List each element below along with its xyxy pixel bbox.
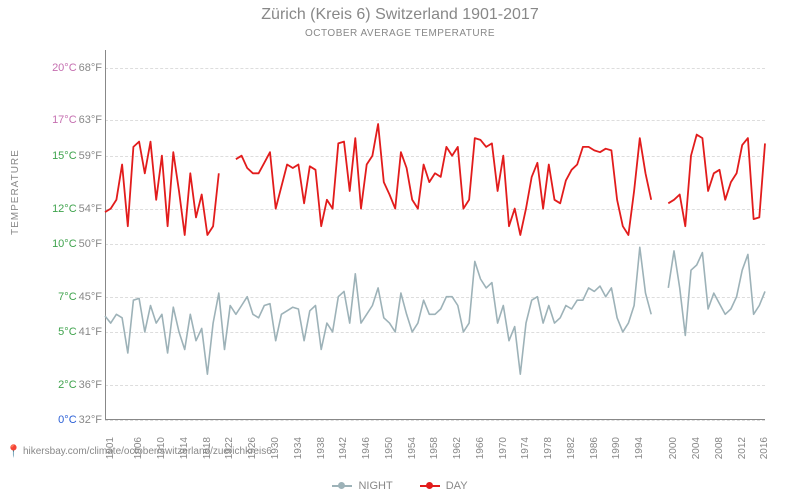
x-tick: 1946	[361, 437, 372, 459]
y-tick: 0°C32°F	[58, 414, 102, 426]
x-tick: 1966	[475, 437, 486, 459]
chart-title: Zürich (Kreis 6) Switzerland 1901-2017	[0, 6, 800, 24]
legend-item-day: DAY	[420, 480, 468, 492]
legend-label-night: NIGHT	[358, 480, 392, 492]
chart-subtitle: OCTOBER AVERAGE TEMPERATURE	[0, 28, 800, 39]
x-tick: 1942	[338, 437, 349, 459]
series-night	[105, 247, 765, 374]
x-tick: 1970	[498, 437, 509, 459]
x-tick: 2008	[714, 437, 725, 459]
x-tick: 2004	[691, 437, 702, 459]
x-tick: 1994	[634, 437, 645, 459]
x-tick: 1978	[543, 437, 554, 459]
x-tick: 2012	[737, 437, 748, 459]
legend-swatch-day	[420, 485, 440, 487]
legend-swatch-night	[332, 485, 352, 487]
line-series-svg	[105, 50, 765, 420]
gridline	[105, 420, 765, 421]
y-tick: 20°C68°F	[52, 62, 102, 74]
x-tick: 1990	[611, 437, 622, 459]
x-tick: 1934	[293, 437, 304, 459]
y-tick: 15°C59°F	[52, 150, 102, 162]
x-tick: 1950	[384, 437, 395, 459]
x-tick: 1962	[452, 437, 463, 459]
x-tick: 1986	[589, 437, 600, 459]
attribution: 📍 hikersbay.com/climate/october/switzerl…	[6, 444, 272, 458]
legend-label-day: DAY	[446, 480, 468, 492]
x-tick: 1958	[429, 437, 440, 459]
legend: NIGHT DAY	[0, 478, 800, 492]
legend-item-night: NIGHT	[332, 480, 392, 492]
series-day	[105, 124, 765, 235]
x-tick: 1982	[566, 437, 577, 459]
x-tick: 2000	[668, 437, 679, 459]
y-tick: 12°C54°F	[52, 203, 102, 215]
y-tick: 2°C36°F	[58, 379, 102, 391]
y-tick: 7°C45°F	[58, 291, 102, 303]
y-tick: 5°C41°F	[58, 326, 102, 338]
y-tick: 10°C50°F	[52, 238, 102, 250]
x-tick: 1974	[520, 437, 531, 459]
attribution-text: hikersbay.com/climate/october/switzerlan…	[23, 446, 272, 457]
y-axis-label: TEMPERATURE	[10, 149, 21, 235]
x-tick: 2016	[759, 437, 770, 459]
y-tick: 17°C63°F	[52, 114, 102, 126]
x-tick: 1954	[407, 437, 418, 459]
location-pin-icon: 📍	[6, 444, 21, 458]
x-tick: 1938	[316, 437, 327, 459]
